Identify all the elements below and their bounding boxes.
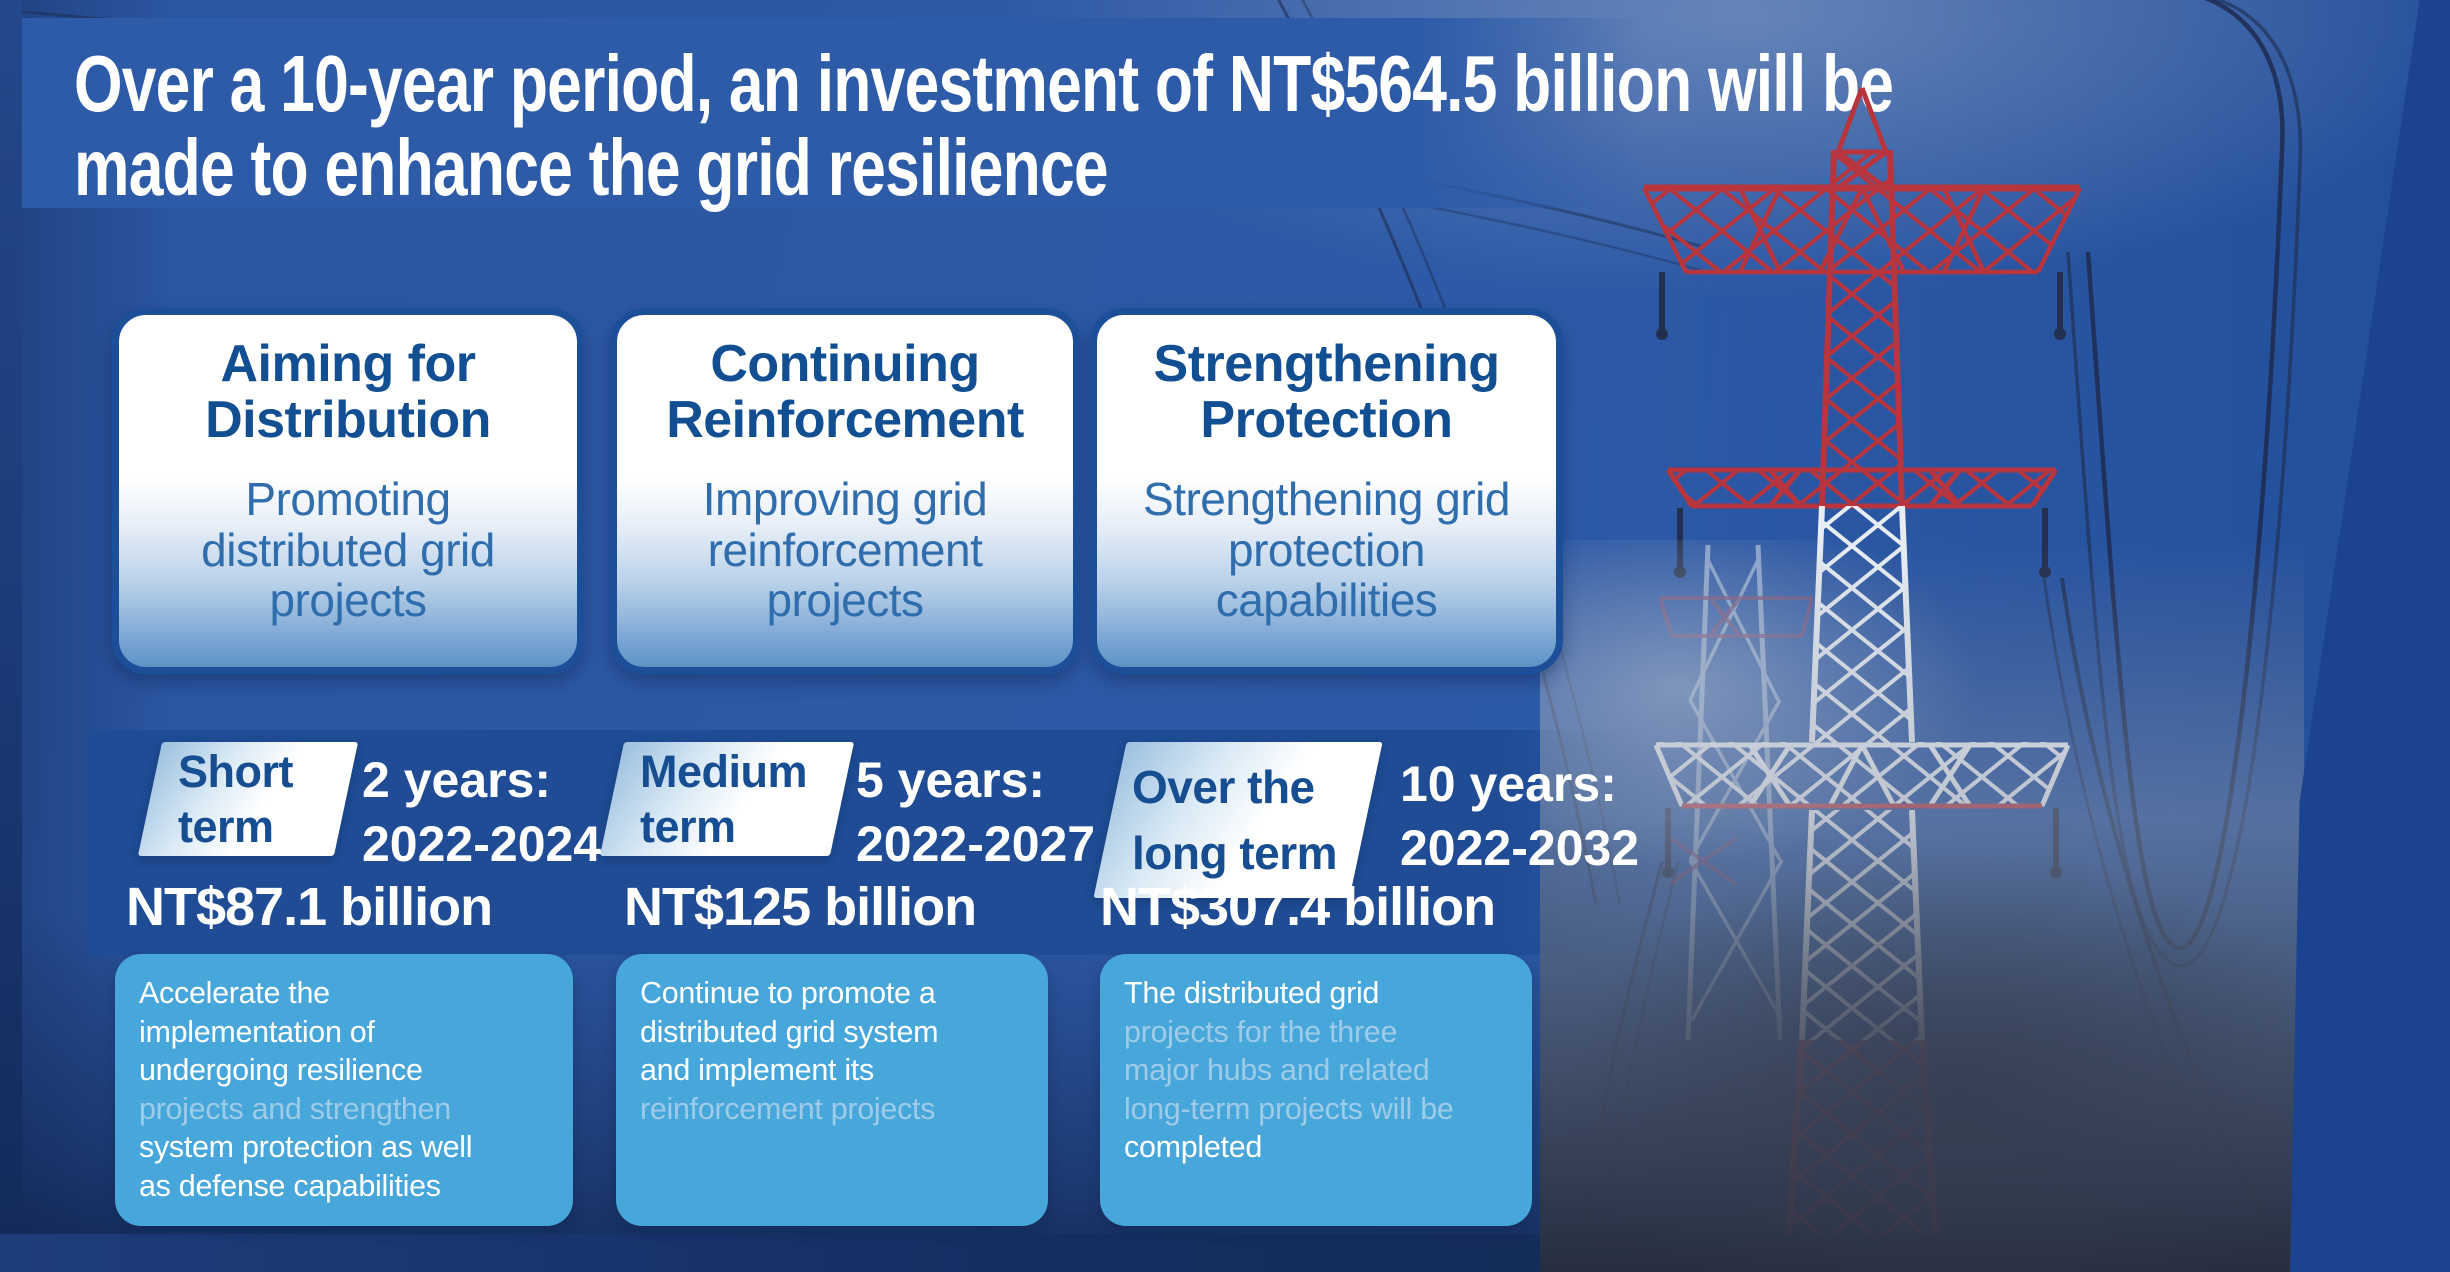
pillar-card-protection: Strengthening Protection Strengthening g… xyxy=(1090,308,1563,674)
badge-text: long term xyxy=(1132,827,1338,879)
phase-period: 2022-2027 xyxy=(856,816,1096,872)
pillar-heading: Continuing Reinforcement xyxy=(666,335,1024,449)
pillar-card-reinforcement: Continuing Reinforcement Improving grid … xyxy=(610,308,1080,674)
detail-line: The distributed grid xyxy=(1124,976,1380,1010)
page-title-line1: Over a 10-year period, an investment of … xyxy=(74,39,1894,128)
detail-line: Accelerate the xyxy=(139,976,330,1010)
pillar-description: Strengthening grid protection capabiliti… xyxy=(1143,473,1510,627)
page-title-line2: made to enhance the grid resilience xyxy=(74,123,1109,212)
pillar-description: Improving grid reinforcement projects xyxy=(702,473,988,627)
phase-duration: 5 years: xyxy=(856,752,1046,808)
investment-amount-short: NT$87.1 billion xyxy=(126,877,493,937)
detail-line: Continue to promote a xyxy=(640,976,936,1010)
pillar-description: Promoting distributed grid projects xyxy=(201,473,495,627)
badge-text: Over the xyxy=(1132,761,1315,813)
left-edge-strip xyxy=(0,0,22,1272)
phase-detail-box-short: Accelerate the implementation of undergo… xyxy=(115,954,573,1226)
detail-line: and implement its xyxy=(640,1053,874,1087)
phase-detail-box-medium: Continue to promote a distributed grid s… xyxy=(616,954,1048,1226)
badge-medium-term: Medium term xyxy=(599,742,855,856)
phase-period: 2022-2032 xyxy=(1400,820,1640,876)
phase-period: 2022-2024 xyxy=(362,816,602,872)
badge-text: term xyxy=(640,801,736,852)
detail-line: long-term projects will be xyxy=(1124,1091,1454,1126)
investment-amount-medium: NT$125 billion xyxy=(624,877,977,937)
badge-long-term: Over the long term xyxy=(1093,742,1383,898)
badge-text: Medium xyxy=(640,746,808,797)
badge-text: Short xyxy=(178,746,294,797)
detail-line: major hubs and related xyxy=(1124,1053,1430,1087)
detail-line: implementation of xyxy=(139,1014,375,1049)
phase-years-short: 2 years: 2022-2024 xyxy=(362,748,601,876)
fog-overlay xyxy=(1540,540,2304,1272)
badge-short-term: Short term xyxy=(137,742,359,856)
phase-detail-box-long: The distributed grid projects for the th… xyxy=(1100,954,1532,1226)
phase-years-medium: 5 years: 2022-2027 xyxy=(856,748,1095,876)
pillar-card-distribution: Aiming for Distribution Promoting distri… xyxy=(112,308,584,674)
phase-years-long: 10 years: 2022-2032 xyxy=(1400,752,1639,880)
detail-line: projects for the three xyxy=(1124,1014,1398,1049)
phase-duration: 2 years: xyxy=(362,752,552,808)
detail-line: completed xyxy=(1124,1130,1263,1164)
detail-line: distributed grid system xyxy=(640,1014,939,1049)
detail-line: undergoing resilience xyxy=(139,1053,423,1087)
detail-line: reinforcement projects xyxy=(640,1091,936,1126)
pillar-heading: Aiming for Distribution xyxy=(205,335,491,449)
investment-amount-long: NT$307.4 billion xyxy=(1100,877,1496,937)
phase-duration: 10 years: xyxy=(1400,756,1617,812)
pillar-heading: Strengthening Protection xyxy=(1153,335,1500,449)
detail-line: as defense capabilities xyxy=(139,1168,441,1203)
detail-line: system protection as well xyxy=(139,1130,473,1164)
detail-line: projects and strengthen xyxy=(139,1091,451,1126)
title-panel: Over a 10-year period, an investment of … xyxy=(22,18,1894,212)
badge-text: term xyxy=(178,801,274,852)
